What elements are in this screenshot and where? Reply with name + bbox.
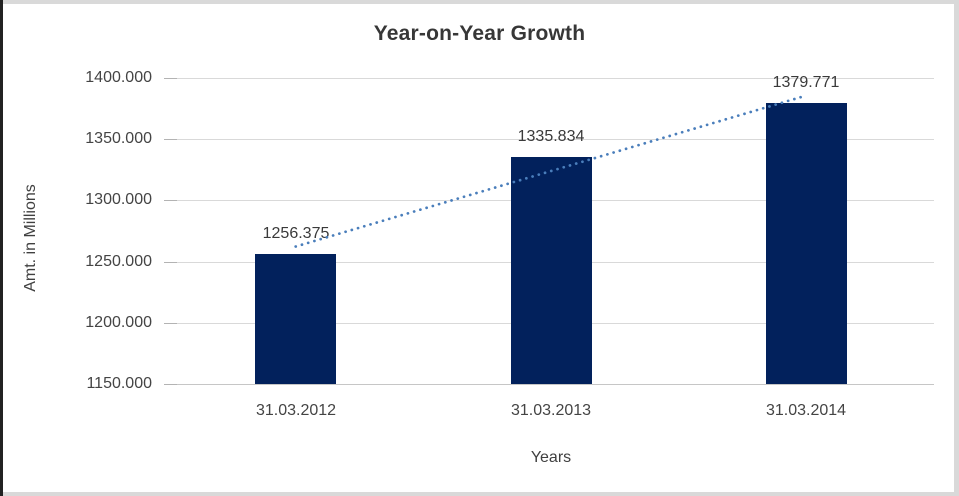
y-axis-tick-label: 1200.000: [85, 314, 152, 331]
x-axis-category-label: 31.03.2013: [510, 402, 592, 419]
y-axis-tick: [164, 139, 177, 140]
y-axis-tick: [164, 323, 177, 324]
chart-title: Year-on-Year Growth: [373, 22, 586, 45]
bar-value-label: 1379.771: [772, 74, 840, 91]
y-axis-tick: [164, 200, 177, 201]
y-axis-tick-label: 1250.000: [85, 253, 152, 270]
y-axis-tick: [164, 384, 177, 385]
frame-border-right: [954, 0, 959, 496]
frame-border-left: [0, 0, 3, 496]
y-axis-tick-label: 1350.000: [85, 130, 152, 147]
x-axis-category-label: 31.03.2014: [765, 402, 847, 419]
bar-value-label: 1335.834: [517, 128, 585, 145]
frame-border-top: [0, 0, 959, 4]
bar-31.03.2014: [766, 103, 847, 384]
y-axis-tick-label: 1300.000: [85, 191, 152, 208]
gridline: [168, 384, 934, 385]
y-axis-title: Amt. in Millions: [22, 184, 39, 292]
y-axis-tick-label: 1400.000: [85, 69, 152, 86]
gridline: [168, 78, 934, 79]
bar-31.03.2012: [255, 254, 336, 384]
x-axis-title: Years: [530, 449, 572, 466]
y-axis-tick-label: 1150.000: [86, 375, 152, 392]
y-axis-tick: [164, 78, 177, 79]
bar-value-label: 1256.375: [262, 225, 330, 242]
bar-31.03.2013: [511, 157, 592, 384]
frame-border-bottom: [0, 492, 959, 496]
x-axis-category-label: 31.03.2012: [255, 402, 337, 419]
y-axis-tick: [164, 262, 177, 263]
